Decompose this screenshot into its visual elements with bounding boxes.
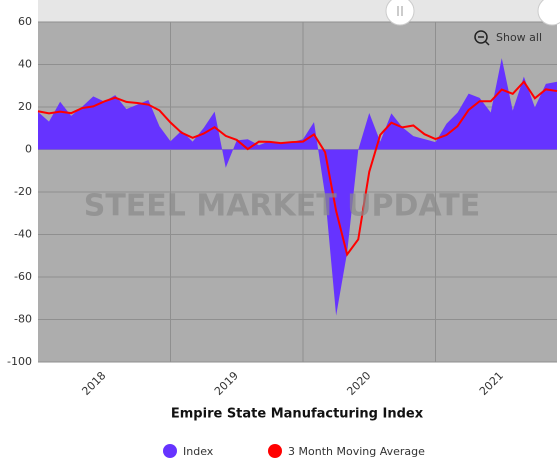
show-all-button[interactable]: Show all [474,30,542,46]
chart-title: Empire State Manufacturing Index [171,407,424,422]
y-tick-label: -20 [14,185,32,198]
show-all-label[interactable]: Show all [496,31,542,44]
navigator [38,0,557,22]
legend-label: Index [183,445,214,458]
zoom-icon [474,30,488,44]
y-tick-label: 60 [18,15,32,28]
y-tick-label: -40 [14,228,32,241]
range-handle[interactable] [537,0,560,26]
legend-swatch [163,444,177,458]
zoom-icon [484,40,490,46]
legend-label: 3 Month Moving Average [288,445,425,458]
y-tick-label: 40 [18,58,32,71]
moving-average-line [37,80,558,257]
y-tick-label: -60 [14,270,32,283]
y-tick-label: -80 [14,313,32,326]
x-tick-label: 2019 [212,369,241,398]
legend-swatch [268,444,282,458]
watermark: STEEL MARKET UPDATE [84,189,481,224]
y-tick-label: 20 [18,100,32,113]
x-tick-label: 2018 [80,369,109,398]
x-tick-label: 2021 [477,369,506,398]
index-area [38,58,557,316]
y-tick-label: -100 [7,355,32,368]
plot [37,21,558,363]
x-tick-label: 2020 [344,369,373,398]
y-tick-label: 0 [25,143,32,156]
range-handle[interactable] [385,0,415,26]
